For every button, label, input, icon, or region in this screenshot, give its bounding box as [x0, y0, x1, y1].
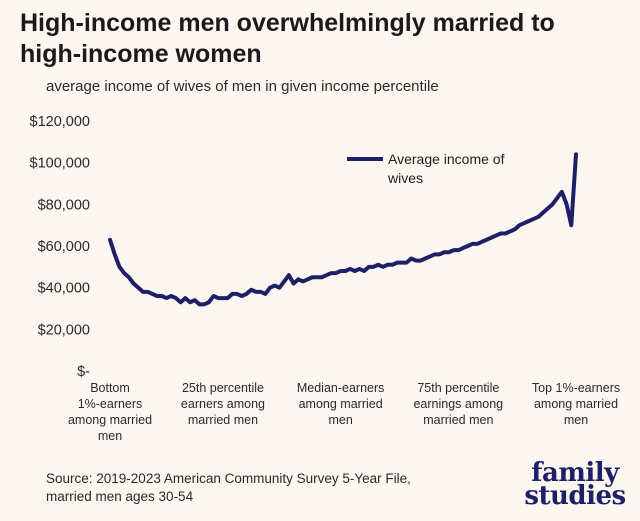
x-tick-label: Median-earners among married men — [297, 381, 385, 427]
x-tick-label: Top 1%-earners among married men — [532, 381, 620, 427]
legend-label: Average income of wives — [387, 151, 505, 186]
x-tick-label: 25th percentile earners among married men — [181, 381, 265, 427]
y-tick-label: $100,000 — [30, 156, 90, 172]
y-tick-label: $60,000 — [38, 239, 90, 255]
series-line — [108, 152, 578, 307]
source-note: Source: 2019-2023 American Community Sur… — [46, 471, 411, 504]
y-tick-label: $20,000 — [38, 322, 90, 338]
family-studies-logo: family studies — [520, 458, 630, 511]
logo-line-2: studies — [524, 481, 626, 511]
y-tick-label: $80,000 — [38, 197, 90, 213]
x-tick-label: 75th percentile earnings among married men — [413, 381, 503, 427]
y-tick-label: $40,000 — [38, 281, 90, 297]
chart-title: High-income men overwhelmingly married t… — [20, 9, 555, 68]
legend: Average income of wives — [347, 151, 505, 186]
y-tick-label: $120,000 — [30, 114, 90, 130]
plot-area — [108, 152, 578, 307]
x-axis: Bottom 1%-earners among married men 25th per… — [68, 381, 620, 443]
logo-line-1: family — [531, 458, 619, 488]
y-axis: $- $20,000 $40,000 $60,000 $80,000 $100,000 $1… — [30, 114, 91, 380]
y-tick-label: $- — [77, 364, 90, 380]
x-tick-label: Bottom 1%-earners among married men — [68, 381, 152, 443]
chart-subtitle: average income of wives of men in given … — [46, 78, 439, 95]
